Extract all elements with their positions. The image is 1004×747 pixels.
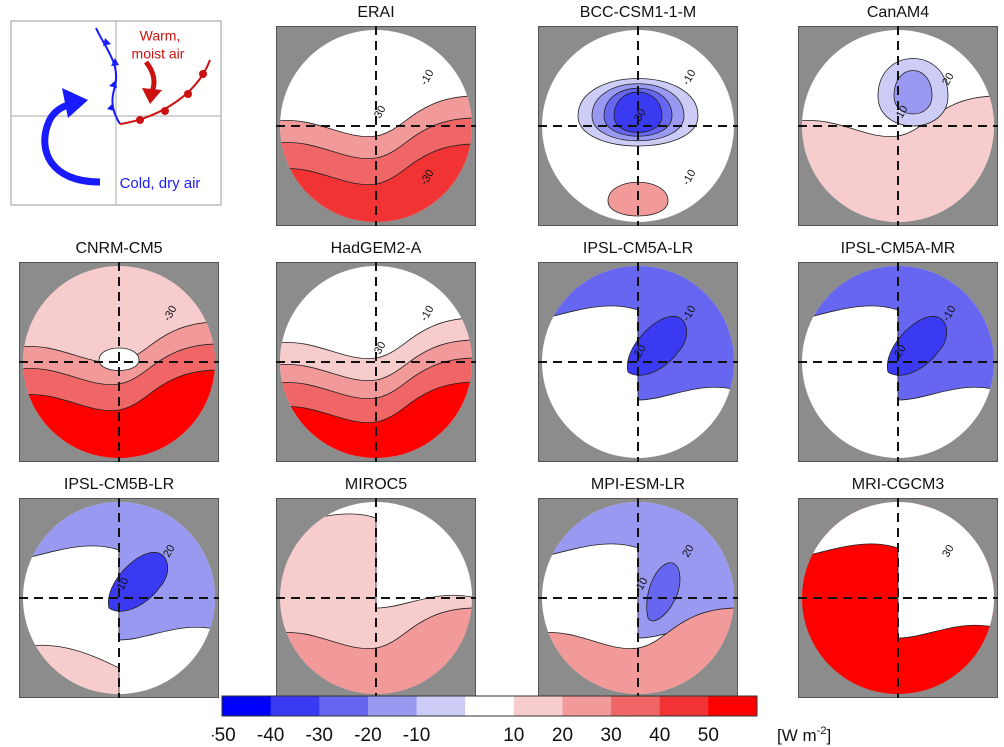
- colorbar-tick-label: -50: [212, 725, 236, 746]
- panel-map: -10-30: [276, 262, 476, 462]
- colorbar-segment: [562, 696, 612, 716]
- colorbar-segment: [319, 696, 369, 716]
- contour-region: [646, 562, 681, 622]
- panel-title: IPSL-CM5A-MR: [840, 240, 956, 257]
- contour-label: 20: [161, 543, 178, 560]
- warm-air-label-line1: Warm,: [140, 27, 181, 43]
- colorbar-tick-label: 10: [503, 725, 524, 746]
- panel-title: IPSL-CM5B-LR: [63, 476, 175, 493]
- colorbar-segment: [611, 696, 661, 716]
- colorbar-segment: [270, 696, 320, 716]
- colorbar-segment: [222, 696, 272, 716]
- warm-air-label-line2: moist air: [132, 45, 185, 61]
- cold-front-triangle: [107, 103, 114, 111]
- colorbar-segment: [708, 696, 758, 716]
- contour-region: [613, 91, 663, 133]
- panel-title: MPI-ESM-LR: [590, 476, 686, 493]
- warm-front-bump: [161, 107, 169, 115]
- colorbar-tick-label: 30: [601, 725, 622, 746]
- cold-air-label: Cold, dry air: [120, 175, 201, 192]
- colorbar-tick-label: -10: [403, 725, 430, 746]
- contour-region: [280, 381, 472, 458]
- cyclone-schematic: Warm, moist air Cold, dry air: [10, 20, 222, 206]
- panel-title: ERAI: [357, 4, 395, 21]
- contour-label: 30: [632, 107, 649, 124]
- cold-front-triangle: [109, 80, 117, 88]
- contour-label: 20: [892, 343, 909, 360]
- colorbar-tick-label: 40: [649, 725, 670, 746]
- cold-front-triangle: [111, 58, 119, 66]
- panel-map: -30: [19, 262, 219, 462]
- colorbar-segment: [513, 696, 563, 716]
- colorbar-frame: [221, 695, 758, 717]
- panel-map: 20-10: [798, 26, 998, 226]
- panel-title: BCC-CSM1-1-M: [579, 4, 697, 21]
- cold-air-arrowhead: [62, 88, 88, 118]
- cold-front-triangle: [103, 38, 111, 46]
- panel-title: HadGEM2-A: [330, 240, 422, 257]
- colorbar-segment: [465, 696, 515, 716]
- panel-title: MRI-CGCM3: [851, 476, 945, 493]
- panel-title: IPSL-CM5A-LR: [582, 240, 694, 257]
- panel-title: CNRM-CM5: [75, 240, 163, 257]
- colorbar-tick-label: 20: [552, 725, 573, 746]
- panel-map: 20-10: [19, 498, 219, 698]
- contour-label: 20: [632, 343, 649, 360]
- panel-map: 30: [798, 498, 998, 698]
- cold-air-arrow: [41, 100, 101, 186]
- colorbar-tick-label: 50: [698, 725, 719, 746]
- contour-region: [893, 70, 933, 115]
- colorbar-tick-label: -30: [306, 725, 333, 746]
- contour-label: 20: [680, 543, 697, 560]
- warm-air-arrowhead: [142, 88, 162, 104]
- contour-label: 30: [940, 543, 957, 560]
- colorbar-segment: [367, 696, 418, 716]
- warm-front-bump: [199, 70, 207, 78]
- colorbar-tick-label: -40: [257, 725, 284, 746]
- colorbar-segment: [659, 696, 709, 716]
- colorbar-tick-label: -20: [354, 725, 381, 746]
- panel-map: -10-30-30: [276, 26, 476, 226]
- warm-front-bump: [184, 90, 192, 98]
- colorbar-segment: [416, 696, 466, 716]
- contour-label: 20: [940, 71, 957, 88]
- colorbar: -50 -40 -30 -20 -10 10 20 30 40 50 [W m-2]: [212, 695, 831, 746]
- warm-front-bump: [136, 116, 144, 124]
- panel-map: [276, 498, 476, 698]
- panel-title: MIROC5: [344, 476, 408, 493]
- panel-map: 20-10: [538, 498, 738, 698]
- panel-title: CanAM4: [866, 4, 930, 21]
- colorbar-unit: [W m-2]: [777, 725, 831, 745]
